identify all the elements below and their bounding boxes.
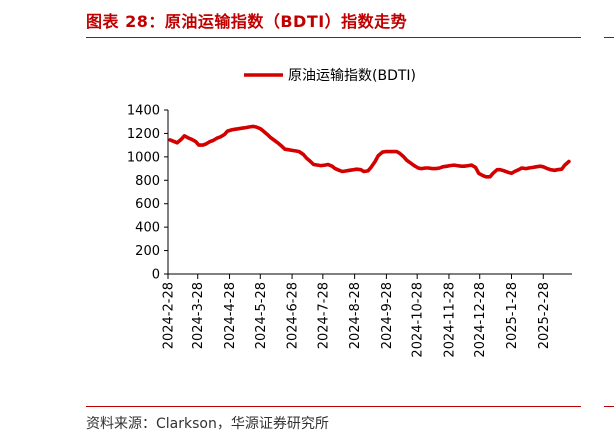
x-tick-label: 2024-8-28 [348, 282, 363, 349]
legend-label: 原油运输指数(BDTI) [288, 68, 416, 84]
x-tick-label: 2024-6-28 [286, 282, 301, 349]
x-tick-label: 2024-10-28 [411, 282, 426, 358]
x-tick-label: 2025-1-28 [505, 282, 520, 349]
y-tick-label: 400 [135, 221, 160, 236]
x-tick-label: 2025-2-28 [537, 282, 552, 349]
adjacent-panel-mark-bottom [604, 406, 614, 407]
y-axis: 0 200 400 600 800 1000 1200 1400 [127, 104, 169, 283]
series-layer [168, 124, 571, 179]
y-tick-label: 0 [152, 268, 160, 283]
y-tick-label: 800 [135, 174, 160, 189]
y-tick-label: 200 [135, 244, 160, 259]
x-tick-label: 2024-12-28 [473, 282, 488, 358]
x-tick-label: 2024-7-28 [316, 282, 331, 349]
x-tick-label: 2024-3-28 [191, 282, 206, 349]
adjacent-panel-mark-top [604, 37, 614, 38]
x-tick-label: 2024-2-28 [162, 282, 177, 349]
series-line [168, 124, 571, 179]
y-tick-label: 600 [135, 197, 160, 212]
y-tick-label: 1000 [127, 150, 160, 165]
source-divider [86, 406, 581, 407]
x-axis: 2024-2-28 2024-3-28 2024-4-28 2024-5-28 2024… [162, 273, 572, 358]
x-tick-label: 2024-5-28 [254, 282, 269, 349]
title-divider [86, 37, 581, 38]
chart-title: 图表 28：原油运输指数（BDTI）指数走势 [86, 12, 408, 31]
y-tick-label: 1200 [127, 127, 160, 142]
source-note: 资料来源：Clarkson，华源证券研究所 [86, 416, 329, 432]
x-tick-label: 2024-9-28 [380, 282, 395, 349]
legend: 原油运输指数(BDTI) [244, 68, 416, 84]
x-tick-label: 2024-11-28 [442, 282, 457, 358]
y-tick-label: 1400 [127, 104, 160, 119]
x-tick-label: 2024-4-28 [223, 282, 238, 349]
